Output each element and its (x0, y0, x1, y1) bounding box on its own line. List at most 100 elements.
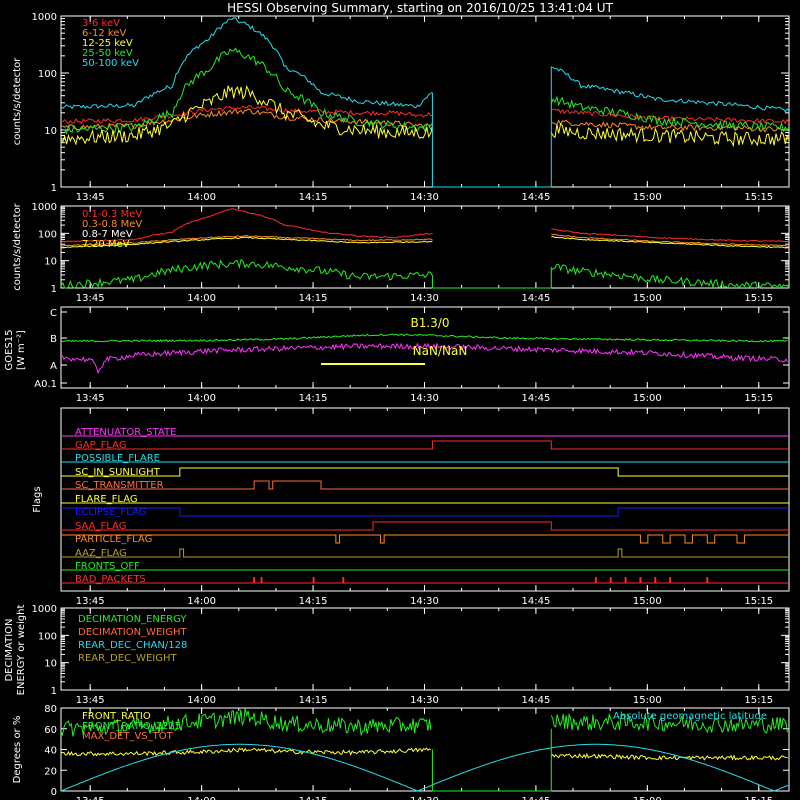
p5-xtick-label: 15:15 (744, 695, 773, 706)
p4-xtick-label: 14:00 (187, 596, 216, 607)
p6-ytick-label: 20 (44, 766, 57, 777)
p2-legend-entry: 0.1-0.3 MeV (82, 209, 142, 220)
flag-label: FRONTS_OFF (75, 561, 140, 572)
p1-xtick-label: 15:15 (744, 192, 773, 203)
p1-gap-line (431, 66, 552, 188)
p4-frame (60, 407, 790, 592)
flag-line (61, 467, 789, 477)
p1-series-line (60, 17, 790, 113)
p3-frame (60, 306, 790, 389)
p3-goes-short-line (60, 342, 788, 375)
p2-legend-entry: 0.3-0.8 MeV (82, 219, 142, 230)
p4-xtick-label: 14:30 (410, 596, 439, 607)
p1-xtick-label: 14:30 (410, 192, 439, 203)
p3-xtick-label: 13:45 (76, 393, 105, 404)
p2-ytick-label: 10 (44, 257, 57, 268)
p5-ytick-label: 1 (51, 686, 57, 697)
p6-xtick-label: 14:45 (521, 796, 550, 800)
p4-xtick-label: 14:15 (299, 596, 328, 607)
p1-ytick-label: 1000 (32, 12, 57, 23)
p6-ytick-label: 0 (51, 787, 57, 798)
p5-legend-entry: REAR_DEC_WEIGHT (78, 653, 177, 664)
p3-y-axis-label: [W m⁻²] (16, 330, 27, 370)
chart-content: 13:45 14:00 14:15 14:30 14:45 15:00 15:15 13:45… (4, 12, 790, 800)
p3-xtick-label: 14:45 (521, 393, 550, 404)
p1-legend-entry: 3-6 keV (82, 18, 120, 29)
p2-xtick-label: 14:15 (299, 293, 328, 304)
p3-ytick-label: C (50, 308, 57, 319)
p5-ytick-label: 100 (38, 631, 57, 642)
p2-xtick-label: 15:00 (633, 293, 662, 304)
p6-geomag-latitude-line (60, 743, 790, 792)
p4-xtick-label: 14:45 (521, 596, 550, 607)
p1-legend-entry: 12-25 keV (82, 38, 133, 49)
p3-xtick-label: 14:15 (299, 393, 328, 404)
p5-legend-entry: DECIMATION_WEIGHT (78, 627, 187, 638)
p1-xtick-label: 13:45 (76, 192, 105, 203)
p5-y-axis-label: ENERGY or weight (16, 605, 27, 696)
p1-ytick-label: 1 (51, 183, 57, 194)
p6-front-ratio-line (60, 747, 788, 761)
y-axis-label: counts/s/detector (12, 57, 23, 145)
p6-legend-entry: FRONT_RATIO (82, 711, 151, 722)
flag-line (61, 507, 789, 517)
p4-xtick-label: 15:00 (633, 596, 662, 607)
p2-legend-entry: 7-20 MeV (82, 239, 130, 250)
p5-ytick-label: 1000 (32, 604, 57, 615)
p5-ytick-label: 10 (44, 659, 57, 670)
p4-xtick-label: 13:45 (76, 596, 105, 607)
p6-xtick-label: 15:15 (744, 796, 773, 800)
y-axis-label: counts/s/detector (12, 202, 23, 290)
flag-line (61, 534, 789, 544)
p1-xtick-label: 14:45 (521, 192, 550, 203)
panel-frames (60, 15, 790, 792)
flag-label: FLARE_FLAG (75, 494, 138, 505)
p1-series-line (60, 84, 790, 148)
p6-legend-entry: FRONT_RATIO_1225 (82, 721, 181, 732)
p1-xtick-label: 15:00 (633, 192, 662, 203)
p3-ytick-label: A (50, 361, 57, 372)
p4-xtick-label: 15:15 (744, 596, 773, 607)
p2-frame (60, 205, 790, 289)
flag-label: ATTENUATOR_STATE (75, 427, 176, 438)
p5-xtick-label: 14:45 (521, 695, 550, 706)
p3-goes-long-line (60, 333, 788, 343)
p1-series-line (60, 104, 790, 125)
p6-ytick-label: 40 (44, 746, 57, 757)
flag-label: AAZ_FLAG (75, 548, 127, 559)
p2-ytick-label: 1000 (32, 202, 57, 213)
chart-title: HESSI Observing Summary, starting on 201… (227, 1, 613, 15)
flag-label: POSSIBLE_FLARE (75, 453, 160, 464)
p2-series-line (60, 233, 790, 247)
flag-line (61, 480, 789, 490)
p6-ytick-label: 60 (44, 725, 57, 736)
flag-label: PARTICLE_FLAG (75, 534, 152, 545)
y-axis-label: Flags (32, 486, 43, 512)
p1-xtick-label: 14:00 (187, 192, 216, 203)
p2-ytick-label: 100 (38, 229, 57, 240)
y-axis-label: Degrees or % (12, 716, 23, 784)
flag-line (61, 548, 789, 558)
p2-xtick-label: 15:15 (744, 293, 773, 304)
flag-label: SAA_FLAG (75, 521, 126, 532)
p6-front-ratio-1225-line (60, 708, 788, 737)
p6-xtick-label: 14:30 (410, 796, 439, 800)
flag-label: ECLIPSE_FLAG (75, 507, 146, 518)
p5-xtick-label: 13:45 (76, 695, 105, 706)
p3-xtick-label: 15:00 (633, 393, 662, 404)
p6-legend-right: Absolute geomagnetic latitude (613, 711, 767, 722)
p2-xtick-label: 14:45 (521, 293, 550, 304)
flag-label: GAP_FLAG (75, 440, 127, 451)
p2-series-line (60, 258, 790, 290)
p6-xtick-label: 14:00 (187, 796, 216, 800)
p2-xtick-label: 14:30 (410, 293, 439, 304)
p2-xtick-label: 14:00 (187, 293, 216, 304)
p2-series-line (60, 208, 790, 243)
p1-series-line (60, 47, 790, 135)
p3-annotation-bottom: NaN/NaN (413, 344, 468, 358)
p2-legend-entry: 0.8-7 MeV (82, 229, 133, 240)
p1-legend-entry: 25-50 keV (82, 48, 133, 59)
p1-frame (60, 15, 790, 188)
p3-xtick-label: 15:15 (744, 393, 773, 404)
p3-xtick-label: 14:30 (410, 393, 439, 404)
